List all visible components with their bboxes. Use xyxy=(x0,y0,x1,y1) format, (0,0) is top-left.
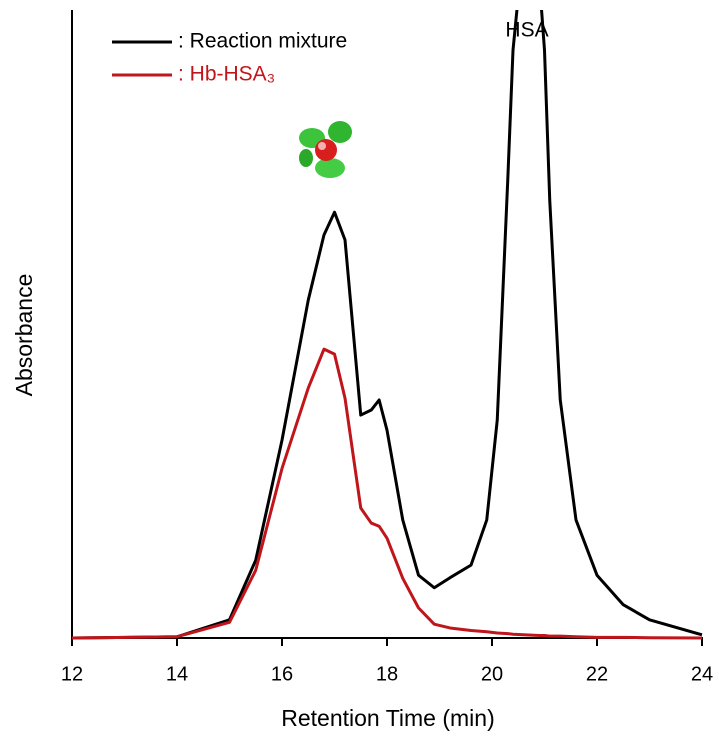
x-tick-label: 18 xyxy=(376,663,398,685)
series-line xyxy=(72,347,703,640)
x-tick-label: 12 xyxy=(61,663,83,685)
legend-label: : Reaction mixture xyxy=(178,30,347,53)
x-tick-label: 16 xyxy=(271,663,293,685)
y-axis-label: Absorbance xyxy=(11,274,37,397)
x-tick-label: 14 xyxy=(166,663,188,685)
x-tick-label: 20 xyxy=(481,663,503,685)
annotation: HSA xyxy=(505,19,548,42)
x-tick-label: 24 xyxy=(691,663,713,685)
x-tick-label: 22 xyxy=(586,663,608,685)
plot-area xyxy=(72,10,703,640)
series-line xyxy=(72,10,703,640)
legend-label: : Hb-HSA₃ xyxy=(178,63,275,86)
protein-icon xyxy=(299,121,352,178)
x-axis-label: Retention Time (min) xyxy=(281,705,494,731)
